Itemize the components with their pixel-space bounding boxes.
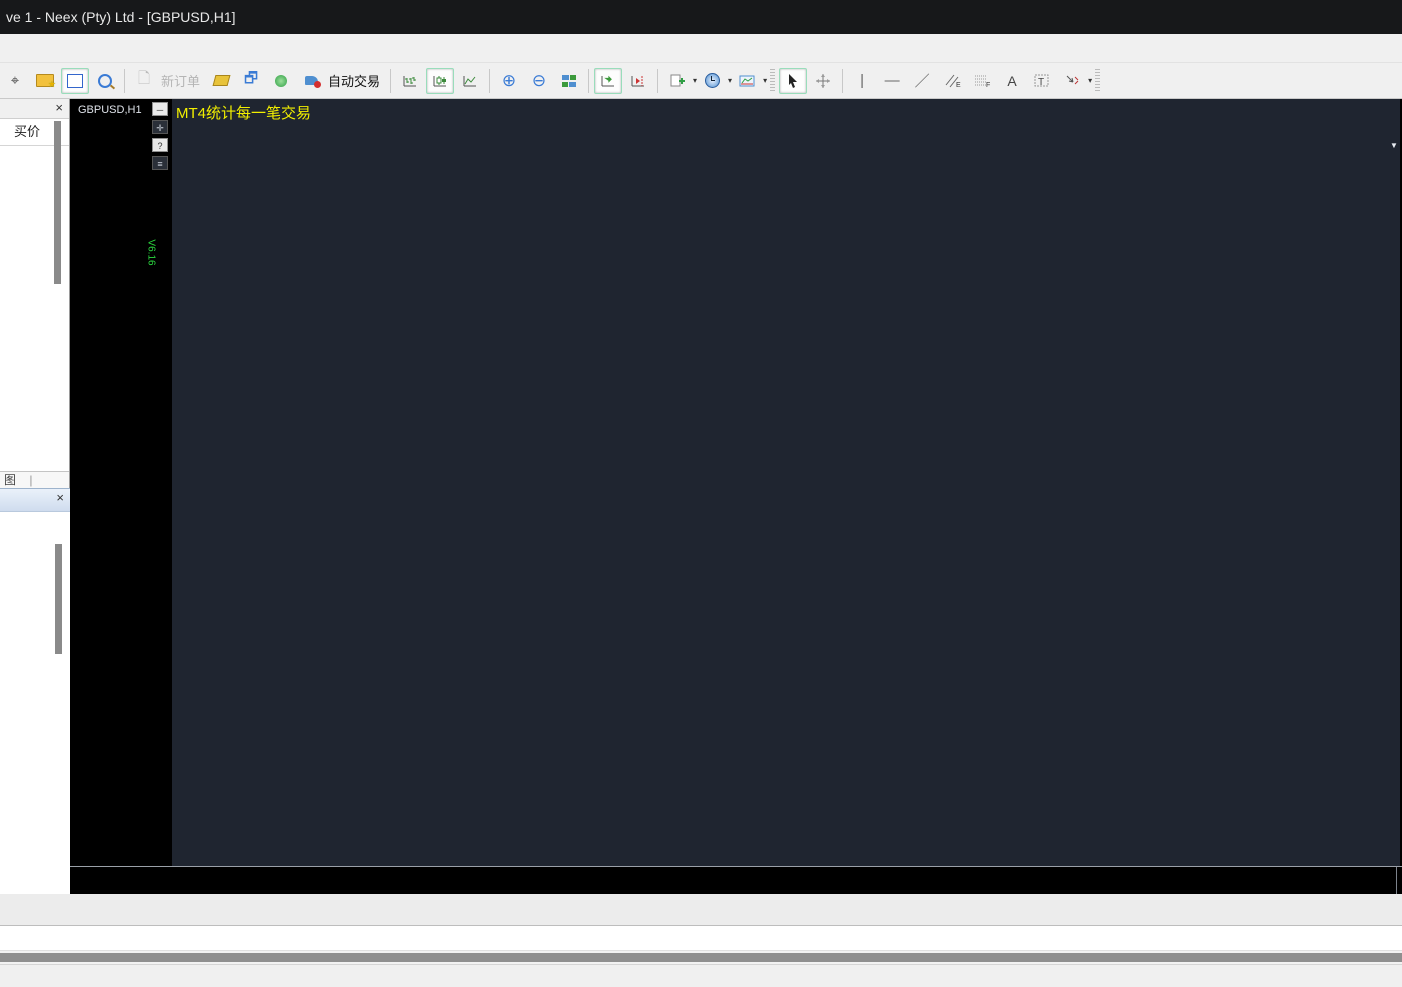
bar-chart-icon[interactable] — [396, 68, 424, 94]
indicator-version: V6.16 — [145, 239, 157, 266]
svg-text:T: T — [1038, 77, 1044, 88]
market-watch-tab-label[interactable]: 图 — [4, 473, 17, 487]
text-label-icon[interactable]: T — [1028, 68, 1056, 94]
terminal-column-headers — [0, 926, 1402, 951]
arrows-dropdown[interactable]: ▾ — [1088, 76, 1093, 85]
minimize-icon[interactable]: ─ — [152, 102, 168, 116]
crosshair-icon[interactable] — [809, 68, 837, 94]
market-watch-scrollbar[interactable] — [54, 121, 61, 284]
chart-symbol-label: GBPUSD,H1 — [78, 104, 142, 116]
candlestick-chart-icon[interactable] — [426, 67, 455, 94]
vertical-line-icon[interactable]: | — [860, 72, 865, 89]
chart-area[interactable]: GBPUSD,H1 ─ ✛ ? ≡ 外汇智能指标 https://fxznzb.… — [70, 99, 1402, 894]
stats-overlay-title: MT4统计每一笔交易 — [176, 105, 312, 122]
navigator-titlebar: × — [0, 488, 70, 512]
time-axis — [70, 870, 1402, 894]
horizontal-line-icon[interactable]: — — [884, 72, 900, 89]
horizontal-scrollbar[interactable] — [0, 951, 1402, 964]
crosshair-move-icon[interactable]: ⌖ — [10, 72, 20, 89]
scrollbar-thumb[interactable] — [0, 953, 1402, 962]
menu-bar — [0, 34, 1402, 63]
terminal-tabs-bar — [0, 964, 1402, 987]
add-indicator-icon[interactable] — [663, 68, 691, 94]
market-watch-titlebar: × — [0, 99, 69, 119]
svg-text:F: F — [986, 82, 990, 88]
autotrade-label[interactable]: 自动交易 — [328, 74, 381, 89]
template-icon[interactable] — [733, 68, 761, 94]
script-icon[interactable] — [207, 68, 235, 94]
chevron-down-icon[interactable]: ▼ — [1390, 141, 1398, 150]
indicator-window-controls: ─ ✛ ? ≡ — [152, 102, 170, 174]
trendline-icon[interactable]: ／ — [914, 73, 930, 90]
profiles-icon[interactable] — [31, 68, 59, 94]
time-axis-line — [70, 866, 1402, 867]
equidistant-channel-icon[interactable]: E — [938, 68, 966, 94]
tile-windows-icon[interactable] — [555, 68, 583, 94]
strategy-tester-icon[interactable] — [267, 68, 295, 94]
fibonacci-icon[interactable]: F — [968, 68, 996, 94]
arrows-icon[interactable] — [1058, 68, 1086, 94]
text-icon[interactable]: A — [1007, 72, 1017, 89]
list-icon[interactable]: ≡ — [152, 156, 168, 170]
close-icon[interactable]: × — [55, 100, 63, 115]
zoom-in-icon[interactable]: ⊕ — [501, 70, 517, 90]
new-order-icon[interactable]: 🗋 — [137, 70, 151, 87]
zoom-out-icon[interactable]: ⊖ — [531, 70, 547, 90]
close-icon[interactable]: × — [56, 490, 64, 505]
window-title: ve 1 - Neex (Pty) Ltd - [GBPUSD,H1] — [6, 9, 236, 25]
line-chart-icon[interactable] — [456, 68, 484, 94]
stats-overlay: MT4统计每一笔交易 ▼ — [172, 99, 1400, 866]
template-dropdown[interactable]: ▾ — [763, 76, 768, 85]
market-watch-panel: × 买价 图 | — [0, 99, 69, 488]
move-icon[interactable]: ✛ — [152, 120, 168, 134]
market-watch-tabs[interactable]: 图 | — [0, 471, 69, 488]
periods-dropdown[interactable]: ▾ — [728, 76, 733, 85]
chart-shift-icon[interactable] — [624, 68, 652, 94]
cursor-icon[interactable] — [779, 67, 808, 94]
autotrade-icon[interactable] — [297, 68, 325, 94]
add-indicator-dropdown[interactable]: ▾ — [693, 76, 698, 85]
stats-table-rows — [174, 163, 1400, 866]
svg-text:E: E — [956, 82, 961, 88]
toolbar: ⌖ 🗋 新订单 🗗 自动交易 ⊕ ⊖ ▾ ▾ ▾ | — ／ E F — [0, 63, 1402, 99]
auto-scroll-icon[interactable] — [594, 67, 623, 94]
window-titlebar: ve 1 - Neex (Pty) Ltd - [GBPUSD,H1] — [0, 0, 1402, 34]
expert-advisor-icon[interactable]: 🗗 — [243, 70, 259, 87]
left-panel-column: × 买价 图 | × — [0, 99, 70, 894]
periods-icon[interactable] — [698, 68, 726, 94]
navigator-panel: × — [0, 488, 70, 894]
navigator-scrollbar[interactable] — [55, 544, 62, 654]
chart-tabs-bar — [0, 894, 1402, 926]
market-watch-toggle-icon[interactable] — [61, 67, 89, 94]
help-icon[interactable]: ? — [152, 138, 168, 152]
new-order-label[interactable]: 新订单 — [161, 74, 201, 89]
data-window-icon[interactable] — [91, 68, 119, 94]
